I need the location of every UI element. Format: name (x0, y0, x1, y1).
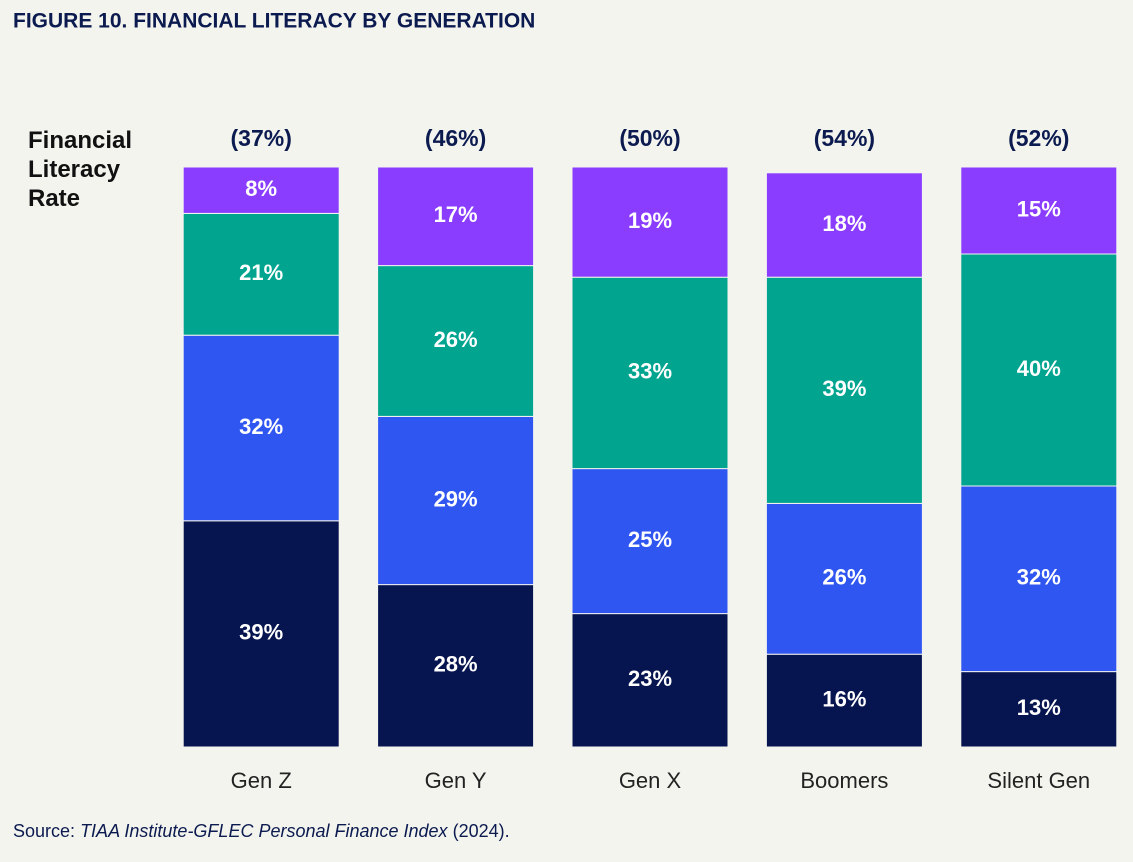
value-label: 17% (434, 202, 478, 227)
value-label: 39% (239, 620, 283, 645)
value-label: 26% (434, 327, 478, 352)
bar-segment (960, 485, 1118, 673)
bar-segment (960, 166, 1118, 255)
source-prefix: Source: (13, 821, 76, 841)
x-tick-label: Gen Z (231, 768, 292, 793)
bar-segment (182, 166, 340, 214)
x-tick-label: Gen X (619, 768, 682, 793)
total-label: (50%) (619, 125, 680, 151)
value-label: 29% (434, 486, 478, 511)
bar-segment (377, 265, 535, 417)
total-label: (46%) (425, 125, 486, 151)
x-tick-label: Gen Y (425, 768, 487, 793)
bar-segment (571, 613, 729, 748)
value-label: 13% (1017, 695, 1061, 720)
bar-segment (377, 584, 535, 748)
value-label: 28% (434, 652, 478, 677)
bar-segment (765, 653, 923, 748)
value-label: 23% (628, 666, 672, 691)
value-label: 33% (628, 359, 672, 384)
value-label: 15% (1017, 196, 1061, 221)
bar-segment (960, 671, 1118, 748)
x-tick-label: Boomers (800, 768, 888, 793)
bar-segment (765, 276, 923, 504)
source-title: TIAA Institute-GFLEC Personal Finance In… (80, 821, 448, 841)
total-label: (37%) (231, 125, 292, 151)
y-axis-label: Financial Literacy Rate (28, 127, 133, 212)
bar-segment (765, 172, 923, 278)
bar-segment (377, 166, 535, 267)
value-label: 8% (245, 176, 277, 201)
bar-segment (571, 276, 729, 470)
bar-segment (571, 468, 729, 615)
value-label: 39% (822, 376, 866, 401)
value-label: 18% (822, 211, 866, 236)
x-tick-label: Silent Gen (987, 768, 1090, 793)
value-label: 16% (822, 686, 866, 711)
value-label: 40% (1017, 356, 1061, 381)
value-label: 21% (239, 260, 283, 285)
bar-segment (571, 166, 729, 278)
source-note: Source: TIAA Institute-GFLEC Personal Fi… (13, 821, 510, 842)
total-label: (52%) (1008, 125, 1069, 151)
bar-segment (182, 520, 340, 748)
bar-segment (960, 253, 1118, 487)
value-label: 32% (239, 414, 283, 439)
bar-segment (377, 415, 535, 586)
value-label: 25% (628, 527, 672, 552)
value-label: 19% (628, 208, 672, 233)
bar-segment (182, 334, 340, 522)
source-suffix: (2024). (452, 821, 510, 841)
chart-title: FIGURE 10. FINANCIAL LITERACY BY GENERAT… (13, 10, 535, 33)
value-label: 32% (1017, 565, 1061, 590)
value-label: 26% (822, 565, 866, 590)
total-label: (54%) (814, 125, 875, 151)
